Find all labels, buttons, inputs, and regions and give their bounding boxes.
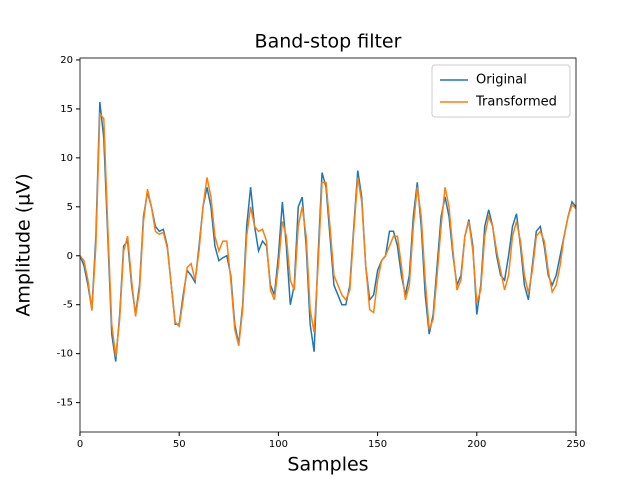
legend-box xyxy=(431,64,571,118)
y-tick-label: 10 xyxy=(60,153,73,164)
plot-frame xyxy=(79,57,577,433)
x-tick-label: 50 xyxy=(173,439,186,450)
y-tick-label: 0 xyxy=(67,251,73,262)
y-tick-label: -10 xyxy=(57,349,73,360)
x-tick-label: 0 xyxy=(77,439,83,450)
y-axis-label: Amplitude (µV) xyxy=(13,173,35,316)
data-line xyxy=(79,101,577,362)
legend-label: Original xyxy=(476,73,527,88)
legend-label: Transformed xyxy=(475,95,557,110)
x-tick-label: 250 xyxy=(566,439,585,450)
chart-title: Band-stop filter xyxy=(255,31,402,53)
data-line xyxy=(79,111,577,357)
x-tick-label: 100 xyxy=(269,439,288,450)
y-tick-label: 15 xyxy=(60,104,73,115)
y-tick-label: -15 xyxy=(57,398,73,409)
y-tick-label: 5 xyxy=(67,202,73,213)
y-tick-label: -5 xyxy=(63,300,73,311)
x-axis-label: Samples xyxy=(287,454,368,476)
x-tick-label: 200 xyxy=(467,439,486,450)
y-tick-label: 20 xyxy=(60,55,73,66)
x-tick-label: 150 xyxy=(368,439,387,450)
